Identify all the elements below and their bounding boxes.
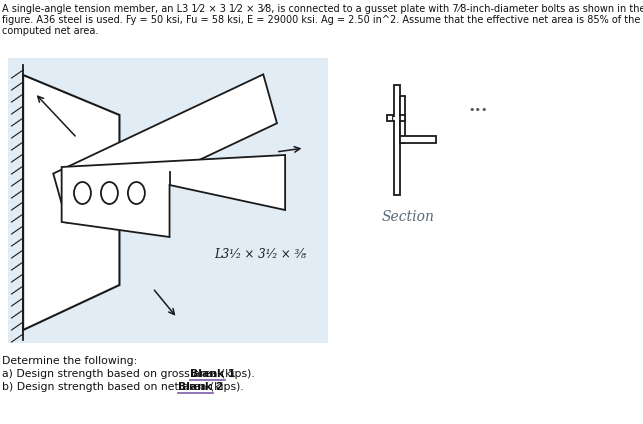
Text: Determine the following:: Determine the following: bbox=[3, 356, 138, 366]
Text: figure. A36 steel is used. Fy = 50 ksi, Fu = 58 ksi, E = 29000 ksi. Ag = 2.50 in: figure. A36 steel is used. Fy = 50 ksi, … bbox=[3, 15, 640, 25]
Text: A single-angle tension member, an L3 1⁄2 × 3 1⁄2 × 3⁄8, is connected to a gusset: A single-angle tension member, an L3 1⁄2… bbox=[3, 4, 643, 14]
Polygon shape bbox=[23, 75, 120, 330]
Bar bbox=[399, 95, 405, 142]
Text: Blank 2: Blank 2 bbox=[178, 382, 224, 392]
Text: •••: ••• bbox=[468, 105, 488, 115]
Text: L3¹⁄₂ × 3¹⁄₂ × ³⁄₈: L3¹⁄₂ × 3¹⁄₂ × ³⁄₈ bbox=[214, 248, 306, 261]
Text: Blank 1: Blank 1 bbox=[190, 369, 235, 379]
Bar bbox=[399, 114, 405, 120]
Bar bbox=[387, 114, 393, 120]
Bar bbox=[399, 136, 436, 142]
Polygon shape bbox=[53, 74, 277, 223]
Text: Section: Section bbox=[382, 210, 435, 224]
Bar bbox=[8, 58, 327, 343]
Text: a) Design strength based on gross area (kips).: a) Design strength based on gross area (… bbox=[3, 369, 258, 379]
Text: computed net area.: computed net area. bbox=[3, 26, 98, 36]
Bar bbox=[394, 84, 399, 195]
Polygon shape bbox=[62, 155, 285, 237]
Text: b) Design strength based on net area (kips).: b) Design strength based on net area (ki… bbox=[3, 382, 248, 392]
